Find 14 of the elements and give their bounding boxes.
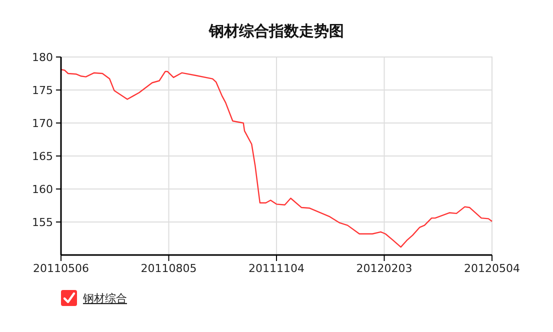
x-tick-label: 20110805 [140,262,197,275]
y-tick-label: 180 [32,50,53,64]
y-tick-label: 160 [32,182,53,196]
x-tick-label: 20120203 [356,262,412,275]
x-tick-label: 20120504 [464,262,520,275]
line-series [60,68,493,248]
x-tick-label: 20110506 [33,262,89,275]
legend-label: 钢材综合 [82,292,127,305]
y-tick-label: 165 [32,150,53,163]
x-tick-label: 20111104 [248,262,304,275]
chart-title: 钢材综合指数走势图 [208,22,344,40]
y-tick-label: 170 [32,116,53,130]
y-tick-label: 155 [32,216,53,229]
y-tick-label: 175 [32,84,53,97]
